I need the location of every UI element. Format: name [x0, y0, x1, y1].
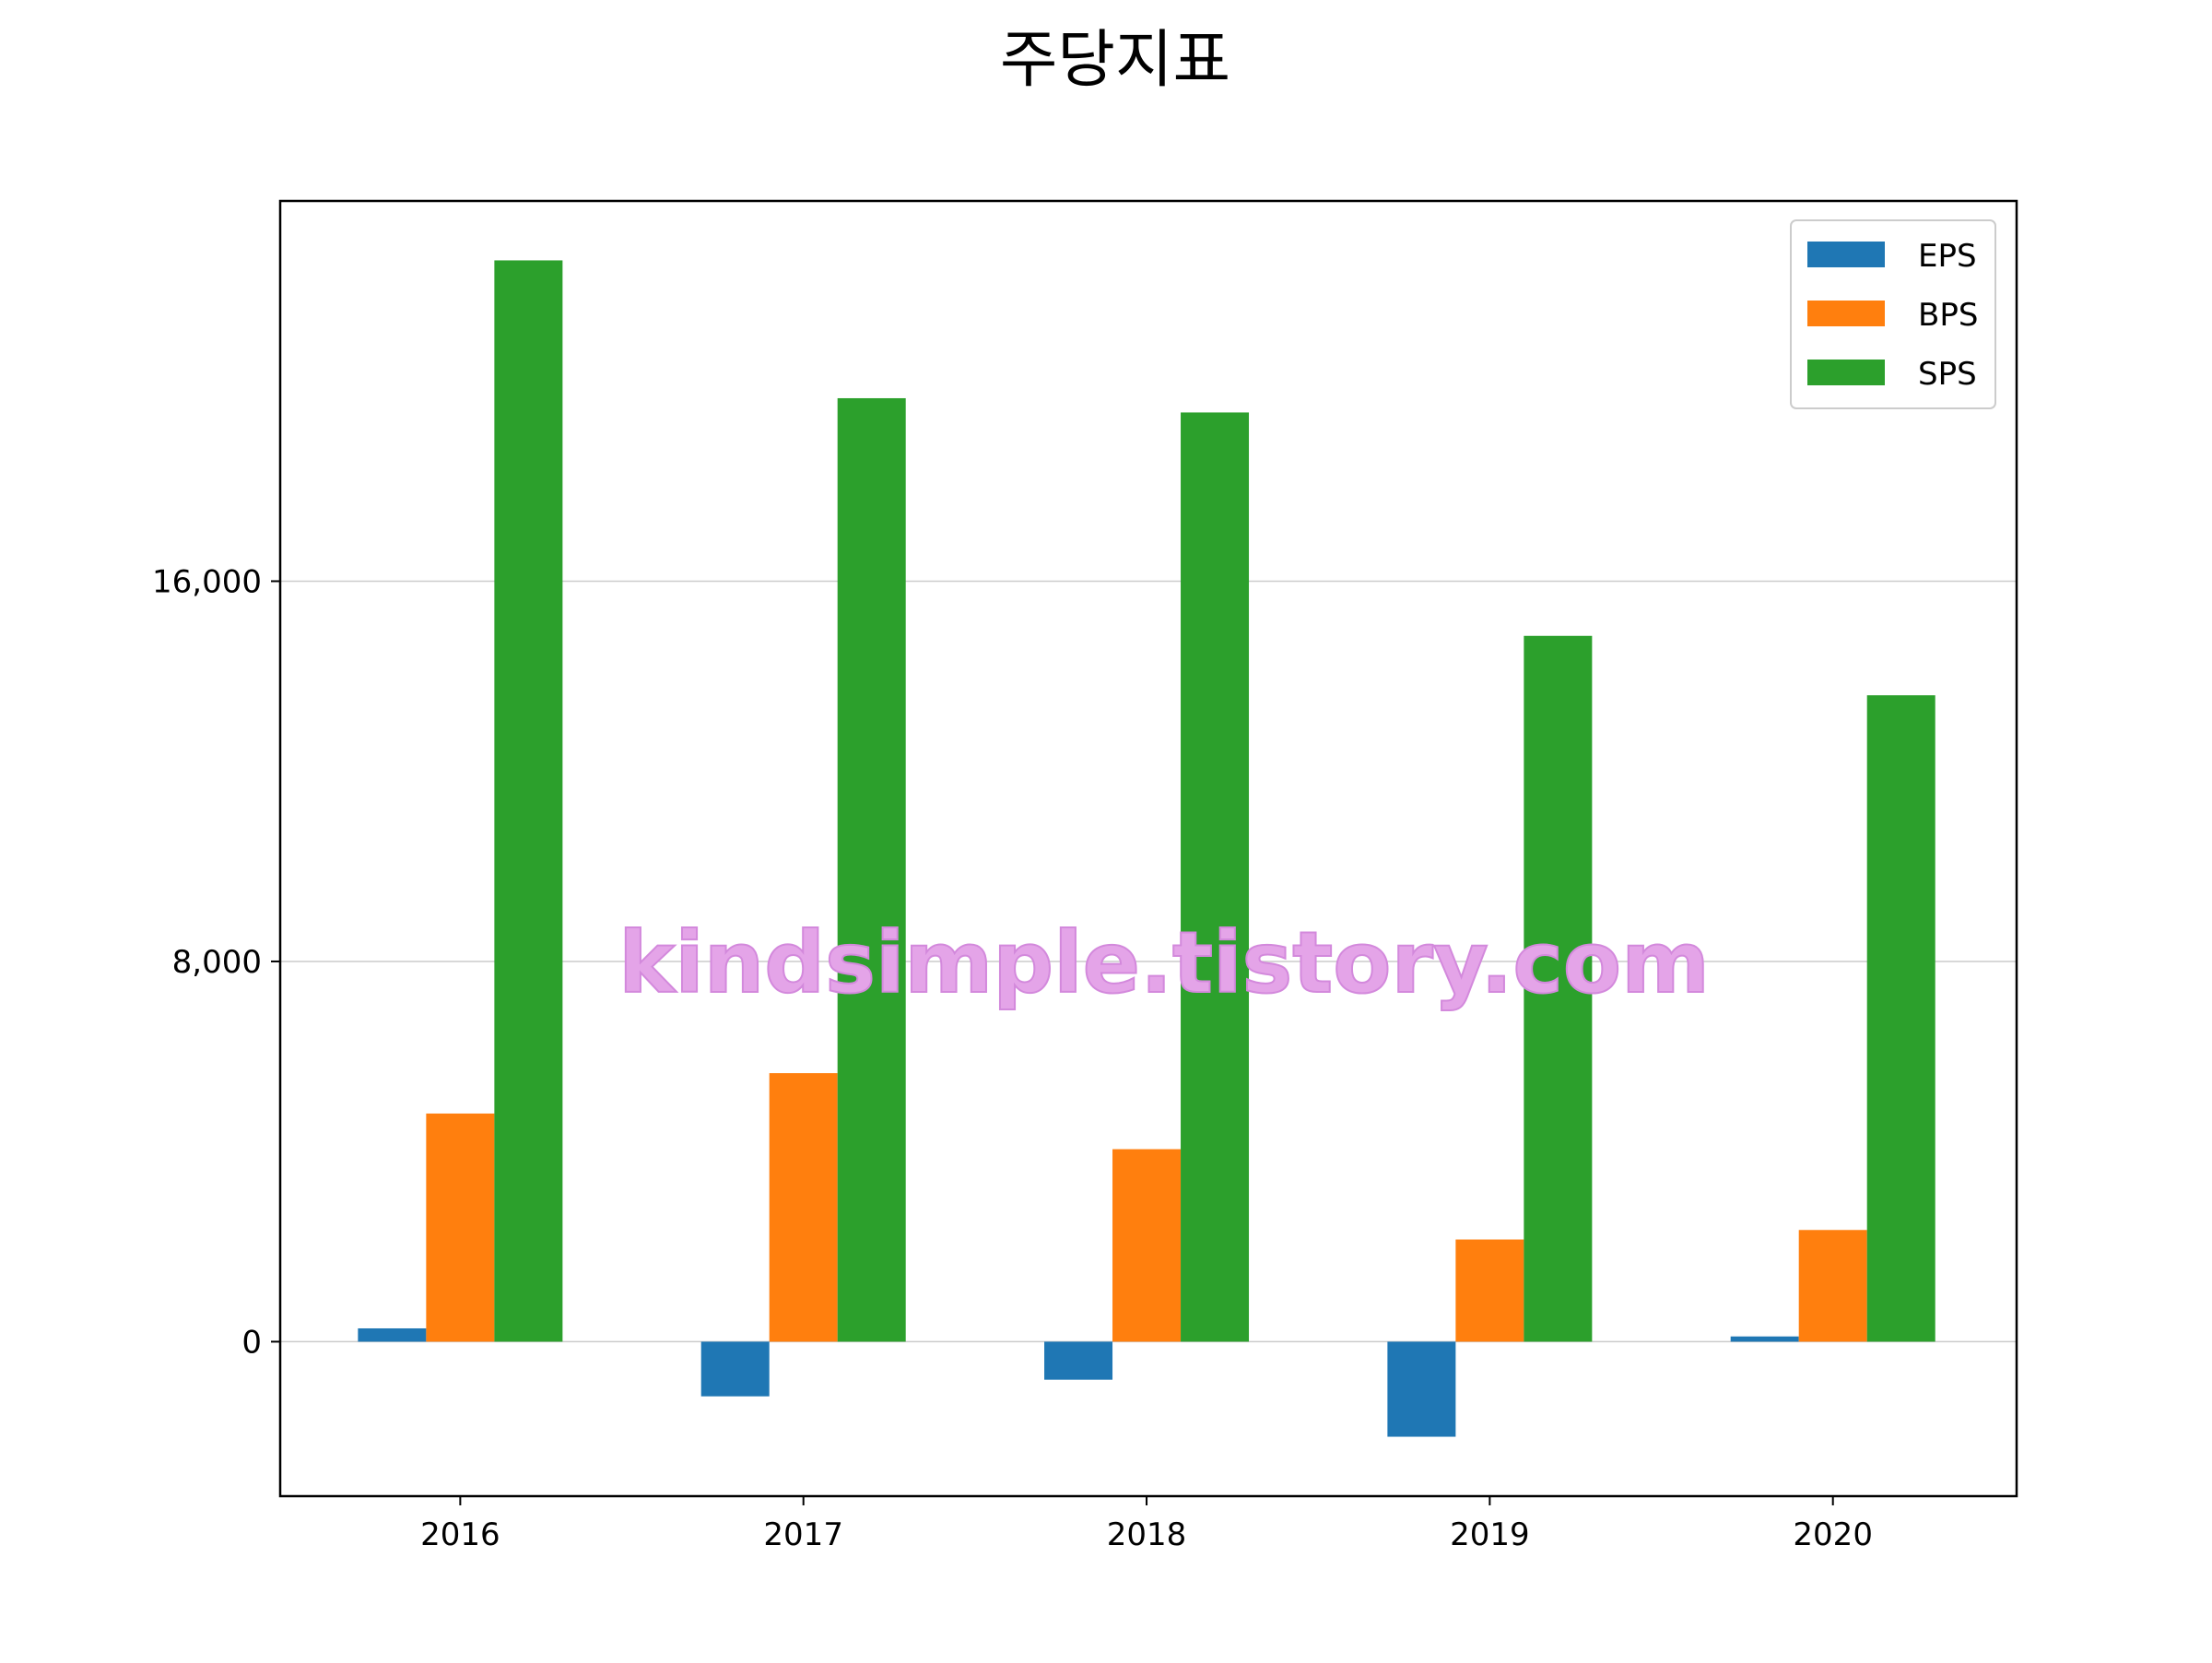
bar-sps-2020 — [1866, 695, 1936, 1342]
legend-label-sps: SPS — [1918, 356, 1977, 393]
bar-eps-2020 — [1730, 1336, 1799, 1342]
bar-bps-2020 — [1798, 1230, 1867, 1342]
y-tick-label: 0 — [241, 1324, 262, 1361]
bar-bps-2017 — [769, 1073, 838, 1342]
bar-eps-2017 — [700, 1341, 770, 1397]
y-tick-label: 16,000 — [152, 563, 262, 600]
bar-sps-2016 — [494, 260, 563, 1342]
plot-frame — [278, 199, 2018, 1498]
x-tick-label: 2018 — [1107, 1516, 1187, 1553]
legend-swatch-sps — [1807, 360, 1885, 385]
y-tick-label: 8,000 — [172, 944, 262, 981]
bar-eps-2016 — [358, 1327, 427, 1342]
bar-eps-2018 — [1044, 1341, 1113, 1380]
bar-sps-2019 — [1524, 635, 1593, 1342]
legend-label-bps: BPS — [1918, 297, 1978, 334]
legend-label-eps: EPS — [1918, 238, 1977, 275]
x-tick-label: 2019 — [1450, 1516, 1530, 1553]
axes: 0 8,000 16,000 2016 2017 2018 2019 2020 — [152, 199, 2018, 1553]
bar-bps-2019 — [1455, 1239, 1524, 1342]
bar-sps-2017 — [837, 397, 906, 1342]
bar-eps-2019 — [1387, 1341, 1456, 1437]
x-tick-label: 2020 — [1793, 1516, 1873, 1553]
bar-bps-2016 — [426, 1113, 495, 1342]
legend-swatch-bps — [1807, 301, 1885, 326]
bars — [358, 260, 1936, 1437]
x-tick-label: 2017 — [763, 1516, 843, 1553]
legend-swatch-eps — [1807, 242, 1885, 267]
legend: EPS BPS SPS — [1790, 219, 1996, 409]
chart-title: 주당지표 — [1000, 24, 1230, 97]
watermark-text: kindsimple.tistory.com — [618, 914, 1710, 1012]
x-tick-label: 2016 — [420, 1516, 500, 1553]
bar-sps-2018 — [1181, 412, 1250, 1342]
bar-bps-2018 — [1112, 1149, 1182, 1342]
